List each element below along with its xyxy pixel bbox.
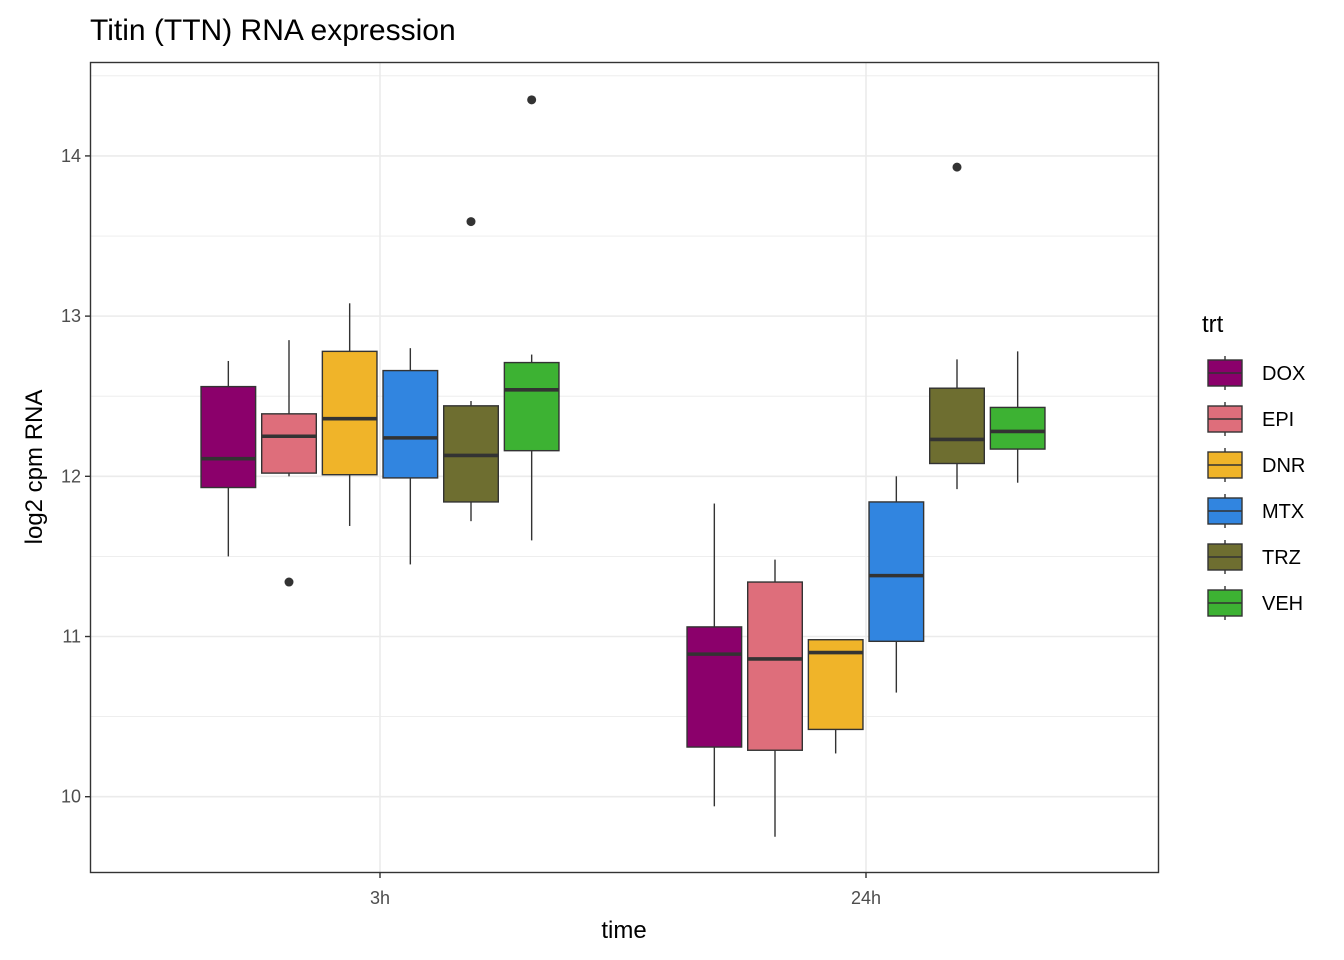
outlier-point	[952, 162, 962, 172]
outlier-point	[527, 95, 537, 105]
legend-label: TRZ	[1262, 547, 1301, 569]
box-iqr	[261, 413, 318, 474]
box-veh-24h	[989, 351, 1046, 483]
box-dnr-24h	[807, 639, 864, 754]
box-iqr	[807, 639, 864, 731]
box-mtx-24h	[868, 476, 925, 693]
legend-title: trt	[1202, 311, 1224, 338]
legend-label: MTX	[1262, 501, 1304, 523]
box-iqr	[929, 387, 986, 465]
boxes	[200, 95, 1046, 837]
box-dox-24h	[686, 503, 743, 807]
box-iqr	[503, 361, 560, 452]
box-iqr	[200, 385, 257, 489]
box-mtx-3h	[382, 348, 439, 565]
legend-item-epi: EPI	[1207, 402, 1294, 436]
box-trz-3h	[443, 217, 500, 522]
box-trz-24h	[929, 162, 986, 490]
outlier-point	[466, 217, 476, 227]
legend-item-veh: VEH	[1207, 586, 1303, 620]
panel-border	[89, 61, 1160, 874]
y-tick-label: 11	[62, 627, 81, 647]
outlier-point	[284, 577, 294, 587]
box-iqr	[382, 369, 439, 479]
grid	[91, 63, 1158, 872]
x-tick-label: 24h	[851, 888, 881, 908]
legend-item-dox: DOX	[1207, 356, 1305, 390]
x-tick-label: 3h	[370, 888, 390, 908]
y-tick-label: 13	[61, 306, 81, 326]
legend: trt DOX EPI DNR MTX TRZ VEH	[1202, 311, 1305, 620]
y-axis-title: log2 cpm RNA	[21, 390, 48, 545]
legend-item-dnr: DNR	[1207, 448, 1305, 482]
x-axis-title: time	[601, 917, 646, 944]
chart-title: Titin (TTN) RNA expression	[90, 14, 456, 47]
legend-label: DNR	[1262, 455, 1305, 477]
legend-item-trz: TRZ	[1207, 540, 1301, 574]
y-tick-label: 10	[61, 787, 81, 807]
y-tick-label: 12	[61, 466, 81, 486]
y-tick-label: 14	[61, 146, 81, 166]
box-epi-24h	[747, 559, 804, 837]
legend-item-mtx: MTX	[1207, 494, 1304, 528]
box-iqr	[686, 626, 743, 748]
box-iqr	[747, 581, 804, 751]
box-dnr-3h	[321, 303, 378, 526]
axes: 10 11 12 13 14 3h 24h	[61, 146, 881, 908]
box-dox-3h	[200, 360, 257, 557]
box-iqr	[321, 350, 378, 476]
legend-label: DOX	[1262, 363, 1305, 385]
box-iqr	[989, 406, 1046, 450]
legend-label: EPI	[1262, 409, 1294, 431]
box-epi-3h	[261, 340, 318, 587]
box-iqr	[868, 501, 925, 643]
box-veh-3h	[503, 95, 560, 541]
legend-label: VEH	[1262, 593, 1303, 615]
